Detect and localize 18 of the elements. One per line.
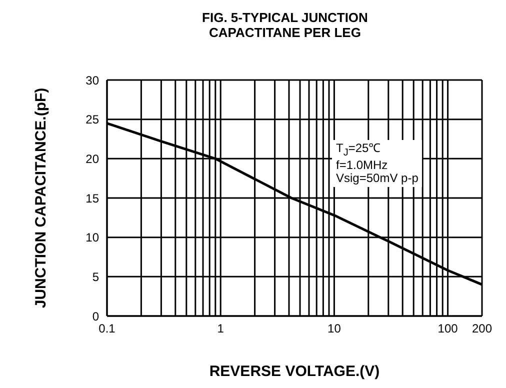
- x-tick-label: 1: [217, 322, 224, 336]
- y-tick-label: 0: [92, 309, 100, 324]
- annotation: f=1.0MHz: [336, 158, 389, 172]
- x-tick-label: 200: [472, 322, 492, 336]
- chart-title: FIG. 5-TYPICAL JUNCTION CAPACTITANE PER LEG: [201, 10, 369, 40]
- x-tick-label: 10: [328, 322, 342, 336]
- y-tick-label: 20: [86, 152, 100, 166]
- annotation: Vsig=50mV p-p: [336, 171, 418, 186]
- x-tick-label: 100: [438, 322, 458, 336]
- y-tick-label: 5: [92, 270, 100, 284]
- y-axis-title: JUNCTION CAPACITANCE.(pF): [32, 88, 50, 308]
- y-tick-label: 10: [86, 230, 100, 245]
- x-tick-label: 0.1: [98, 322, 116, 336]
- y-tick-label: 15: [86, 191, 100, 206]
- annotation: T$_{J}$=25℃: [336, 141, 382, 160]
- y-tick-label: 30: [86, 73, 100, 88]
- y-tick-label: 25: [86, 112, 100, 127]
- x-axis-title: REVERSE VOLTAGE.(V): [209, 363, 380, 380]
